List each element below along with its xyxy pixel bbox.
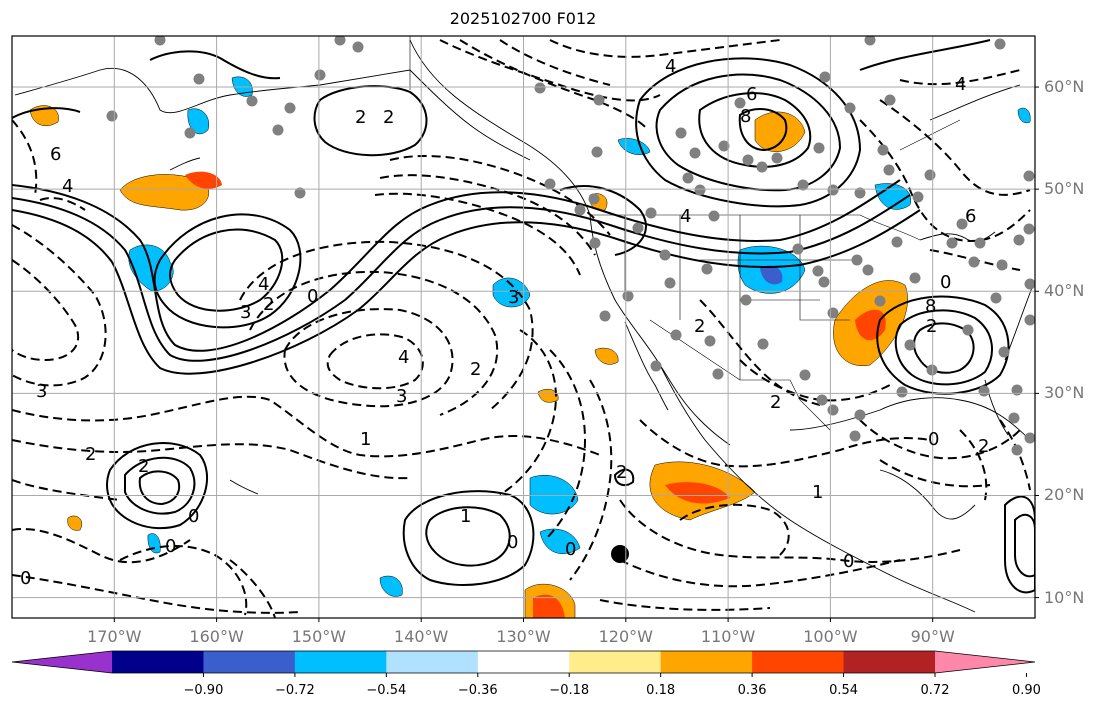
anomaly-blue [379,575,403,597]
colorbar-label: 0.90 [1011,683,1041,698]
contour-label: 4 [680,206,691,227]
lon-label: 140°W [394,627,449,646]
coast-alaska [14,68,531,161]
anomaly-red [533,594,565,618]
anomaly-blue [617,138,651,155]
coast-gulf-mexico [789,397,1031,441]
station-markers [106,36,1035,456]
anomaly-orange [594,347,619,365]
anomaly-darkblue [760,265,783,285]
lat-label: 20°N [1044,485,1085,505]
lon-label: 160°W [189,627,244,646]
contour-label: 2 [694,316,705,337]
coast-yucatan [879,469,976,520]
coast-hawaii [229,479,259,495]
lat-label: 10°N [1044,587,1085,607]
contour-label: 1 [360,429,371,450]
contour-label: 1 [812,482,823,503]
colorbar-label: −0.36 [457,683,498,698]
contour-labels: 2 2 6 4 4 4 3 2 0 4 3 2 3 3 1 2 2 0 0 0 … [20,56,989,589]
shaded-anomalies [29,76,1031,618]
contour-label: 4 [955,74,966,95]
colorbar-label: 0.18 [646,683,676,698]
gridlines [12,36,1035,618]
contour-label: 2 [138,456,149,477]
lon-label: 110°W [700,627,756,646]
lon-label: 90°W [910,627,955,646]
contour-label: 0 [165,536,176,557]
contour-label: 2 [926,316,937,337]
contour-label: 2 [616,462,627,483]
solid-contours [12,39,1035,594]
contour-label: 0 [940,272,951,293]
anomaly-blue [492,277,531,308]
contour-label: 4 [258,274,269,295]
lat-label: 60°N [1044,77,1085,97]
colorbar-label: 0.54 [829,683,859,698]
contour-label: 3 [508,287,519,308]
lon-label: 130°W [496,627,551,646]
station-marker-black [611,545,629,563]
colorbar-label: −0.54 [366,683,407,698]
contour-label: 0 [928,429,939,450]
anomaly-orange [67,515,83,531]
lat-label: 40°N [1044,281,1085,301]
contour-label: 6 [746,84,757,105]
lat-label: 50°N [1044,179,1085,199]
map-title: 2025102700 F012 [449,9,597,28]
anomaly-orange [537,389,559,403]
anomaly-blue [187,108,210,135]
contour-label: 0 [20,568,31,589]
contour-label: 8 [740,106,751,127]
coast-gulf-of-california [659,364,731,446]
contour-label: 3 [396,386,407,407]
contour-label: 4 [62,176,73,197]
lon-label: 120°W [598,627,653,646]
anomaly-orange [119,174,210,211]
contour-label: 2 [470,359,481,380]
anomaly-red [665,482,730,504]
anomaly-red [185,171,222,189]
lon-label: 150°W [291,627,347,646]
contour-label: 3 [36,381,47,402]
coast-baja [624,321,669,411]
colorbar-label: −0.18 [549,683,590,698]
contour-label: 0 [307,286,318,307]
contour-label: 2 [978,436,989,457]
contour-label: 3 [240,302,251,323]
contour-label: 2 [770,392,781,413]
contour-label: 8 [925,296,936,317]
anomaly-orange [29,105,59,126]
contour-label: 0 [843,551,854,572]
colorbar-label: 0.36 [737,683,767,698]
colorbar-label: −0.90 [183,683,224,698]
contour-label: 6 [965,206,976,227]
contour-label: 2 [355,107,366,128]
colorbar-label: 0.72 [920,683,950,698]
lon-label: 170°W [87,627,142,646]
axis-ticks [113,86,1039,622]
contour-label: 0 [507,532,518,553]
contour-label: 2 [263,294,274,315]
contour-label: 6 [50,144,61,165]
anomaly-blue [147,533,161,554]
contour-label: 2 [383,107,394,128]
contour-label: 4 [665,56,676,77]
contour-label: 4 [398,347,409,368]
contour-label: 0 [565,539,576,560]
anomaly-blue [529,474,579,515]
coast-alaska-islands [169,157,201,171]
anomaly-orange [754,111,806,152]
anomaly-blue [1017,107,1031,124]
lon-label: 100°W [803,627,858,646]
coast-canada-east [929,84,1021,121]
contour-label: 1 [460,506,471,527]
contour-label: 2 [85,444,96,465]
lat-label: 30°N [1044,383,1085,403]
contour-label: 0 [188,506,199,527]
colorbar-label: −0.72 [274,683,315,698]
